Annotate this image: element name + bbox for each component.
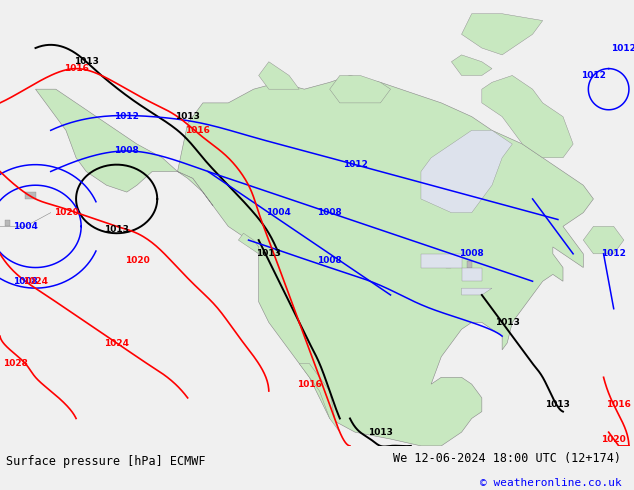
Polygon shape xyxy=(467,261,472,268)
Text: 1024: 1024 xyxy=(104,339,129,347)
Polygon shape xyxy=(462,288,492,295)
Polygon shape xyxy=(451,55,492,75)
Text: 1012: 1012 xyxy=(114,112,139,121)
Polygon shape xyxy=(583,226,624,254)
Text: 1024: 1024 xyxy=(23,277,48,286)
Text: 1016: 1016 xyxy=(185,126,210,135)
Text: 1008: 1008 xyxy=(114,147,139,155)
Polygon shape xyxy=(25,192,36,199)
Text: Surface pressure [hPa] ECMWF: Surface pressure [hPa] ECMWF xyxy=(6,455,206,468)
Polygon shape xyxy=(238,233,259,254)
Text: 1028: 1028 xyxy=(3,359,28,368)
Polygon shape xyxy=(36,89,213,206)
Polygon shape xyxy=(446,261,451,268)
Text: 1013: 1013 xyxy=(545,400,571,409)
Text: 1013: 1013 xyxy=(104,225,129,234)
Text: 1008: 1008 xyxy=(13,277,38,286)
Text: 1020: 1020 xyxy=(53,208,79,217)
Polygon shape xyxy=(421,254,462,268)
Text: © weatheronline.co.uk: © weatheronline.co.uk xyxy=(479,478,621,489)
Text: 1013: 1013 xyxy=(495,318,520,327)
Polygon shape xyxy=(482,75,573,158)
Text: 1004: 1004 xyxy=(266,208,292,217)
Text: We 12-06-2024 18:00 UTC (12+174): We 12-06-2024 18:00 UTC (12+174) xyxy=(393,452,621,465)
Text: 1012: 1012 xyxy=(342,160,368,169)
Text: 1008: 1008 xyxy=(459,249,484,258)
Text: 1008: 1008 xyxy=(317,208,342,217)
Text: 1013: 1013 xyxy=(74,57,99,66)
Text: 1016: 1016 xyxy=(297,380,322,389)
Polygon shape xyxy=(259,62,299,89)
Text: 1013: 1013 xyxy=(368,428,393,437)
Polygon shape xyxy=(5,220,10,226)
Polygon shape xyxy=(462,14,543,55)
Text: 1016: 1016 xyxy=(606,400,631,409)
Text: 1012: 1012 xyxy=(581,71,606,80)
Text: 1012: 1012 xyxy=(601,249,626,258)
Text: 1020: 1020 xyxy=(601,435,626,443)
Text: 1004: 1004 xyxy=(13,222,38,231)
Text: 1020: 1020 xyxy=(124,256,150,265)
Text: 1016: 1016 xyxy=(63,64,89,73)
Polygon shape xyxy=(178,75,593,446)
Text: 1012: 1012 xyxy=(611,44,634,52)
Text: 1013: 1013 xyxy=(175,112,200,121)
Text: 1008: 1008 xyxy=(317,256,342,265)
Polygon shape xyxy=(299,364,340,432)
Polygon shape xyxy=(421,130,512,213)
Polygon shape xyxy=(462,268,482,281)
Text: 1013: 1013 xyxy=(256,249,281,258)
Polygon shape xyxy=(330,75,391,103)
